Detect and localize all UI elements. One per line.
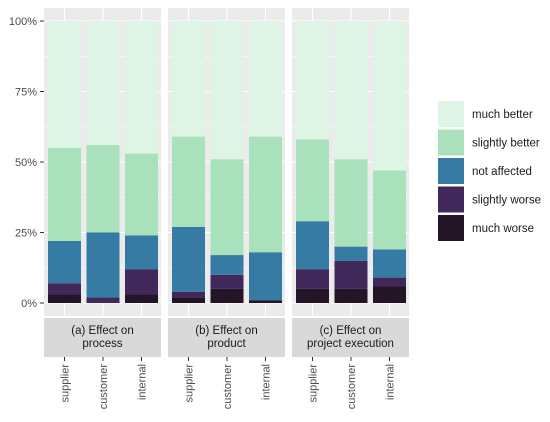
bar-segment-customer-much-better: [334, 21, 368, 160]
bar-segment-internal-not-affected: [373, 249, 406, 278]
bar-segment-customer-much-better: [210, 21, 244, 160]
x-tick-label-internal: internal: [385, 364, 397, 400]
x-tick-label-supplier: supplier: [308, 364, 320, 403]
y-tick-label: 0%: [21, 298, 37, 310]
facet-strip: [44, 318, 161, 357]
bar-segment-internal-much-better: [249, 21, 282, 137]
x-tick-label-customer: customer: [98, 364, 110, 410]
x-tick-label-customer: customer: [346, 364, 358, 410]
bar-segment-supplier-slightly-better: [172, 136, 205, 227]
bar-segment-internal-slightly-worse: [373, 277, 406, 287]
bar-segment-supplier-much-better: [172, 21, 205, 137]
bar-segment-customer-much-worse: [210, 288, 244, 303]
bar-segment-supplier-not-affected: [172, 226, 205, 292]
legend-key-slightly-worse: [438, 186, 464, 213]
bar-segment-supplier-slightly-worse: [48, 283, 81, 295]
bar-segment-customer-slightly-worse: [210, 274, 244, 289]
panel-2: supplier customer internal (b) Effect onpro…: [168, 8, 285, 409]
bar-segment-supplier-much-worse: [172, 297, 205, 303]
y-tick-label: 50%: [15, 157, 37, 169]
bar-segment-internal-not-affected: [125, 235, 158, 270]
chart-panels: supplier customer internal(a) Effect onpro…: [44, 8, 409, 409]
bar-segment-internal-slightly-better: [249, 136, 282, 253]
legend-key-much-better: [438, 101, 464, 127]
bar-segment-supplier-much-worse: [296, 288, 329, 303]
legend: much better slightly better not affected sl…: [438, 101, 541, 241]
legend-label-much-better: much better: [472, 109, 533, 121]
bar-segment-customer-much-worse: [334, 288, 368, 303]
legend-key-slightly-better: [438, 129, 464, 156]
bar-segment-supplier-much-better: [296, 21, 329, 140]
bar-segment-customer-not-affected: [86, 232, 120, 298]
legend-label-slightly-better: slightly better: [472, 138, 540, 150]
x-tick-label-supplier: supplier: [184, 364, 196, 403]
x-tick-label-supplier: supplier: [60, 364, 72, 403]
bar-segment-customer-slightly-better: [86, 145, 120, 233]
bar-segment-customer-much-better: [86, 21, 120, 146]
facet-label: (b) Effect on: [195, 325, 257, 337]
legend-label-slightly-worse: slightly worse: [472, 195, 541, 207]
facet-label: process: [82, 338, 123, 350]
facet-strip: [168, 318, 285, 357]
y-tick-label: 75%: [15, 87, 37, 99]
bar-segment-supplier-not-affected: [296, 221, 329, 270]
facet-label: (a) Effect on: [71, 325, 133, 337]
x-tick-label-internal: internal: [261, 364, 273, 400]
bar-segment-supplier-slightly-worse: [172, 291, 205, 298]
legend-key-much-worse: [438, 215, 464, 241]
panel-1: supplier customer internal (a) Effect onpro…: [44, 8, 161, 409]
bar-segment-supplier-much-worse: [48, 294, 81, 303]
legend-label-much-worse: much worse: [472, 223, 534, 235]
panel-3: supplier customer internal (c) Effect onpro…: [292, 8, 409, 409]
y-tick-label: 25%: [15, 228, 37, 240]
y-tick-label: 100%: [9, 16, 37, 28]
bar-segment-customer-not-affected: [210, 255, 244, 275]
bar-segment-internal-much-better: [125, 21, 158, 154]
bar-segment-internal-slightly-better: [373, 170, 406, 250]
bar-segment-supplier-not-affected: [48, 240, 81, 284]
facet-label: product: [207, 338, 246, 350]
y-axis: 0% 25% 50% 75% 100%: [9, 16, 44, 310]
bar-segment-supplier-slightly-better: [48, 147, 81, 241]
bar-segment-supplier-much-better: [48, 21, 81, 148]
bar-segment-supplier-slightly-better: [296, 139, 329, 222]
bar-segment-customer-slightly-worse: [86, 297, 120, 303]
facet-label: (c) Effect on: [320, 325, 382, 337]
bar-segment-customer-slightly-better: [210, 159, 244, 256]
bar-segment-internal-slightly-worse: [125, 269, 158, 295]
bar-segment-internal-not-affected: [249, 252, 282, 301]
bar-segment-internal-slightly-better: [125, 153, 158, 236]
bar-segment-customer-not-affected: [334, 246, 368, 261]
legend-key-not-affected: [438, 158, 464, 184]
bar-segment-internal-much-worse: [373, 286, 406, 303]
x-tick-label-internal: internal: [137, 364, 149, 400]
legend-label-not-affected: not affected: [472, 166, 532, 178]
bar-segment-internal-much-worse: [249, 300, 282, 303]
bar-segment-supplier-slightly-worse: [296, 269, 329, 289]
x-tick-label-customer: customer: [222, 364, 234, 410]
bar-segment-customer-slightly-worse: [334, 260, 368, 289]
bar-segment-customer-slightly-better: [334, 159, 368, 247]
facet-strip: [292, 318, 409, 357]
bar-segment-internal-much-worse: [125, 294, 158, 303]
facet-label: project execution: [307, 338, 394, 350]
bar-segment-internal-much-better: [373, 21, 406, 171]
